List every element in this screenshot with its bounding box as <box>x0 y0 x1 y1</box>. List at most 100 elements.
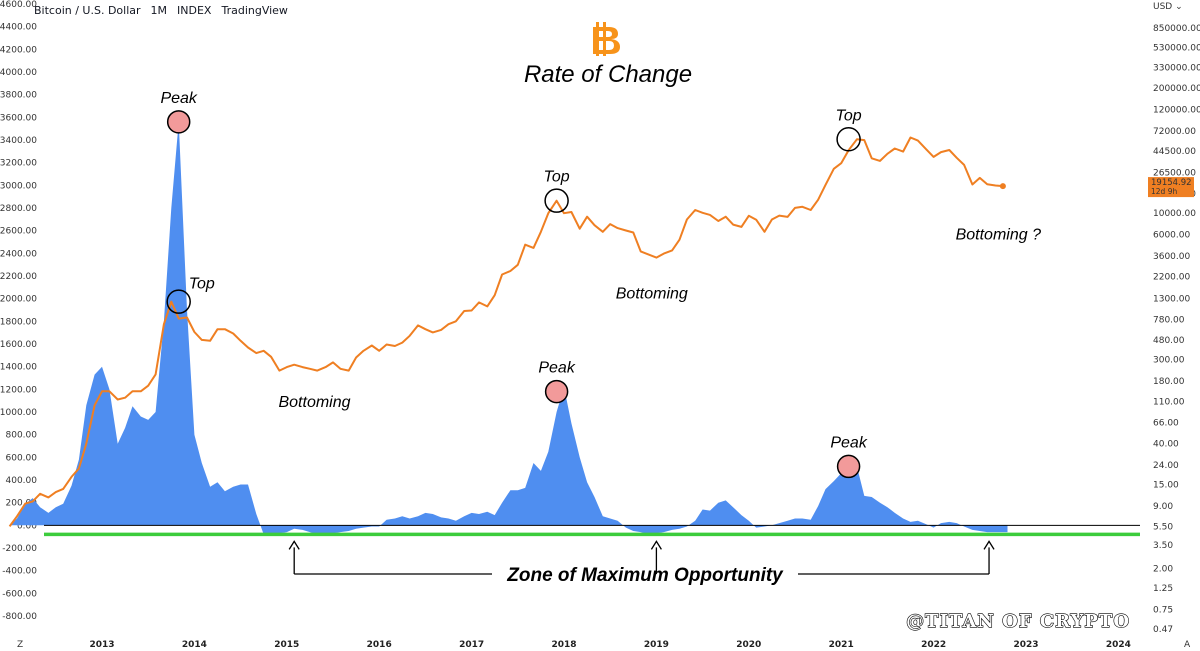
left-axis-tick: 1200.00 <box>0 385 37 395</box>
right-axis-tick: 120000.00 <box>1153 106 1200 116</box>
bitcoin-logo-icon <box>593 22 620 56</box>
right-axis-tick: 5.50 <box>1153 522 1173 532</box>
zone-arrow-head <box>650 540 662 550</box>
peak-label: Peak <box>538 360 575 377</box>
right-axis-tick: 850000.00 <box>1153 24 1200 34</box>
left-axis-tick: 1400.00 <box>0 363 37 373</box>
right-axis-tick: 0.47 <box>1153 625 1173 635</box>
left-axis-tick: 200.00 <box>6 499 38 509</box>
right-axis-tick: 3600.00 <box>1153 252 1190 262</box>
left-axis-tick: 3600.00 <box>0 113 37 123</box>
right-axis-tick: 200000.00 <box>1153 84 1200 94</box>
x-axis-tick: 2021 <box>829 640 854 650</box>
watermark: @TITAN OF CRYPTO <box>906 611 1130 632</box>
left-axis-tick: 1800.00 <box>0 317 37 327</box>
right-axis-tick: 780.00 <box>1153 316 1185 326</box>
right-axis-tick: 72000.00 <box>1153 127 1196 137</box>
left-axis-tick: 1000.00 <box>0 408 37 418</box>
chart-header: Bitcoin / U.S. Dollar 1M INDEX TradingVi… <box>34 4 288 17</box>
x-axis-tick: 2013 <box>89 640 114 650</box>
x-axis-tick: 2020 <box>736 640 761 650</box>
left-axis-tick: 2000.00 <box>0 295 37 305</box>
peak-marker <box>166 110 191 134</box>
left-axis-tick: 2400.00 <box>0 249 37 259</box>
x-axis-tick: 2024 <box>1106 640 1131 650</box>
left-axis-tick: 2800.00 <box>0 204 37 214</box>
top-label: Top <box>836 107 862 124</box>
source-label: INDEX <box>177 4 212 17</box>
left-axis-tick: 0.00 <box>17 521 37 531</box>
x-axis-tick: 2022 <box>921 640 946 650</box>
right-axis-tick: 24.00 <box>1153 461 1179 471</box>
overlay-layer: Rate of Change Zone of Maximum Opportunit… <box>288 22 1194 633</box>
annotation-layer: Peak Top Bottoming Top Peak Bottoming Top Peak B… <box>160 90 1041 479</box>
zone-arrow-head <box>983 540 995 550</box>
left-axis-tick: 3400.00 <box>0 136 37 146</box>
price-tag-timer: 12d 9h <box>1151 187 1177 196</box>
left-axis-tick: 1600.00 <box>0 340 37 350</box>
right-axis-tick: 330000.00 <box>1153 63 1200 73</box>
x-axis-tick: 2019 <box>644 640 669 650</box>
symbol-name[interactable]: Bitcoin / U.S. Dollar <box>34 4 141 17</box>
left-axis-tick: 3000.00 <box>0 181 37 191</box>
left-axis-tick: -600.00 <box>2 589 37 599</box>
x-axis-tick: 2018 <box>551 640 576 650</box>
left-axis-tick: 3200.00 <box>0 159 37 169</box>
right-axis-tick: 26500.00 <box>1153 169 1196 179</box>
price-last-dot <box>999 183 1006 190</box>
left-axis-tick: -200.00 <box>2 544 37 554</box>
left-axis-tick: 3800.00 <box>0 91 37 101</box>
left-axis-tick: -400.00 <box>2 567 37 577</box>
right-axis-tick: 110.00 <box>1153 397 1185 407</box>
x-axis-tick: 2017 <box>459 640 484 650</box>
x-axis-tick: 2016 <box>367 640 392 650</box>
x-axis-tick: 2014 <box>182 640 207 650</box>
bottoming-label: Bottoming <box>278 394 350 411</box>
price-tag-box <box>1148 177 1194 198</box>
corner-right-label: A <box>1184 640 1191 650</box>
right-axis-tick: 300.00 <box>1153 356 1185 366</box>
currency-label: USD ⌄ <box>1153 2 1183 12</box>
peak-marker <box>836 454 861 479</box>
zone-arrow-head <box>288 540 300 550</box>
price-tag-value: 19154.92 <box>1151 178 1192 188</box>
left-axis-tick: 2200.00 <box>0 272 37 282</box>
right-axis-tick: 3.50 <box>1153 541 1173 551</box>
platform-label: TradingView <box>221 4 288 17</box>
right-axis-tick: 15.00 <box>1153 481 1179 491</box>
interval-label[interactable]: 1M <box>150 4 168 17</box>
peak-label: Peak <box>160 90 197 107</box>
chart-title: Rate of Change <box>524 61 692 88</box>
right-axis-tick: 44500.00 <box>1153 147 1196 157</box>
bitcoin-logo-b <box>593 27 620 54</box>
zone-label: Zone of Maximum Opportunity <box>506 565 784 586</box>
left-axis-tick: 4600.00 <box>0 0 37 10</box>
x-axis-tick: 2015 <box>274 640 299 650</box>
left-axis-tick: 800.00 <box>6 431 38 441</box>
right-axis-tick: 6000.00 <box>1153 231 1190 241</box>
right-axis-tick: 9.00 <box>1153 502 1173 512</box>
left-axis-tick: 2600.00 <box>0 227 37 237</box>
top-marker <box>544 188 569 213</box>
left-axis-tick: 400.00 <box>6 476 38 486</box>
peak-marker <box>544 379 569 404</box>
right-axis-tick: 0.75 <box>1153 606 1173 616</box>
right-axis-tick: 2.00 <box>1153 565 1173 575</box>
price-line-layer <box>8 136 1006 527</box>
roc-area-layer <box>9 121 1140 537</box>
left-axis-tick: -800.00 <box>2 612 37 622</box>
top-label: Top <box>544 169 570 186</box>
left-axis-tick: 4200.00 <box>0 45 37 55</box>
bottoming-label: Bottoming <box>616 286 688 303</box>
x-axis-tick: 2023 <box>1013 640 1038 650</box>
right-axis-tick: 180.00 <box>1153 377 1185 387</box>
right-axis-tick: 480.00 <box>1153 336 1185 346</box>
left-axis-tick: 4000.00 <box>0 68 37 78</box>
right-axis-tick: 1300.00 <box>1153 294 1190 304</box>
right-axis-tick: 40.00 <box>1153 440 1179 450</box>
roc-area <box>9 121 1008 536</box>
top-marker <box>166 289 191 314</box>
